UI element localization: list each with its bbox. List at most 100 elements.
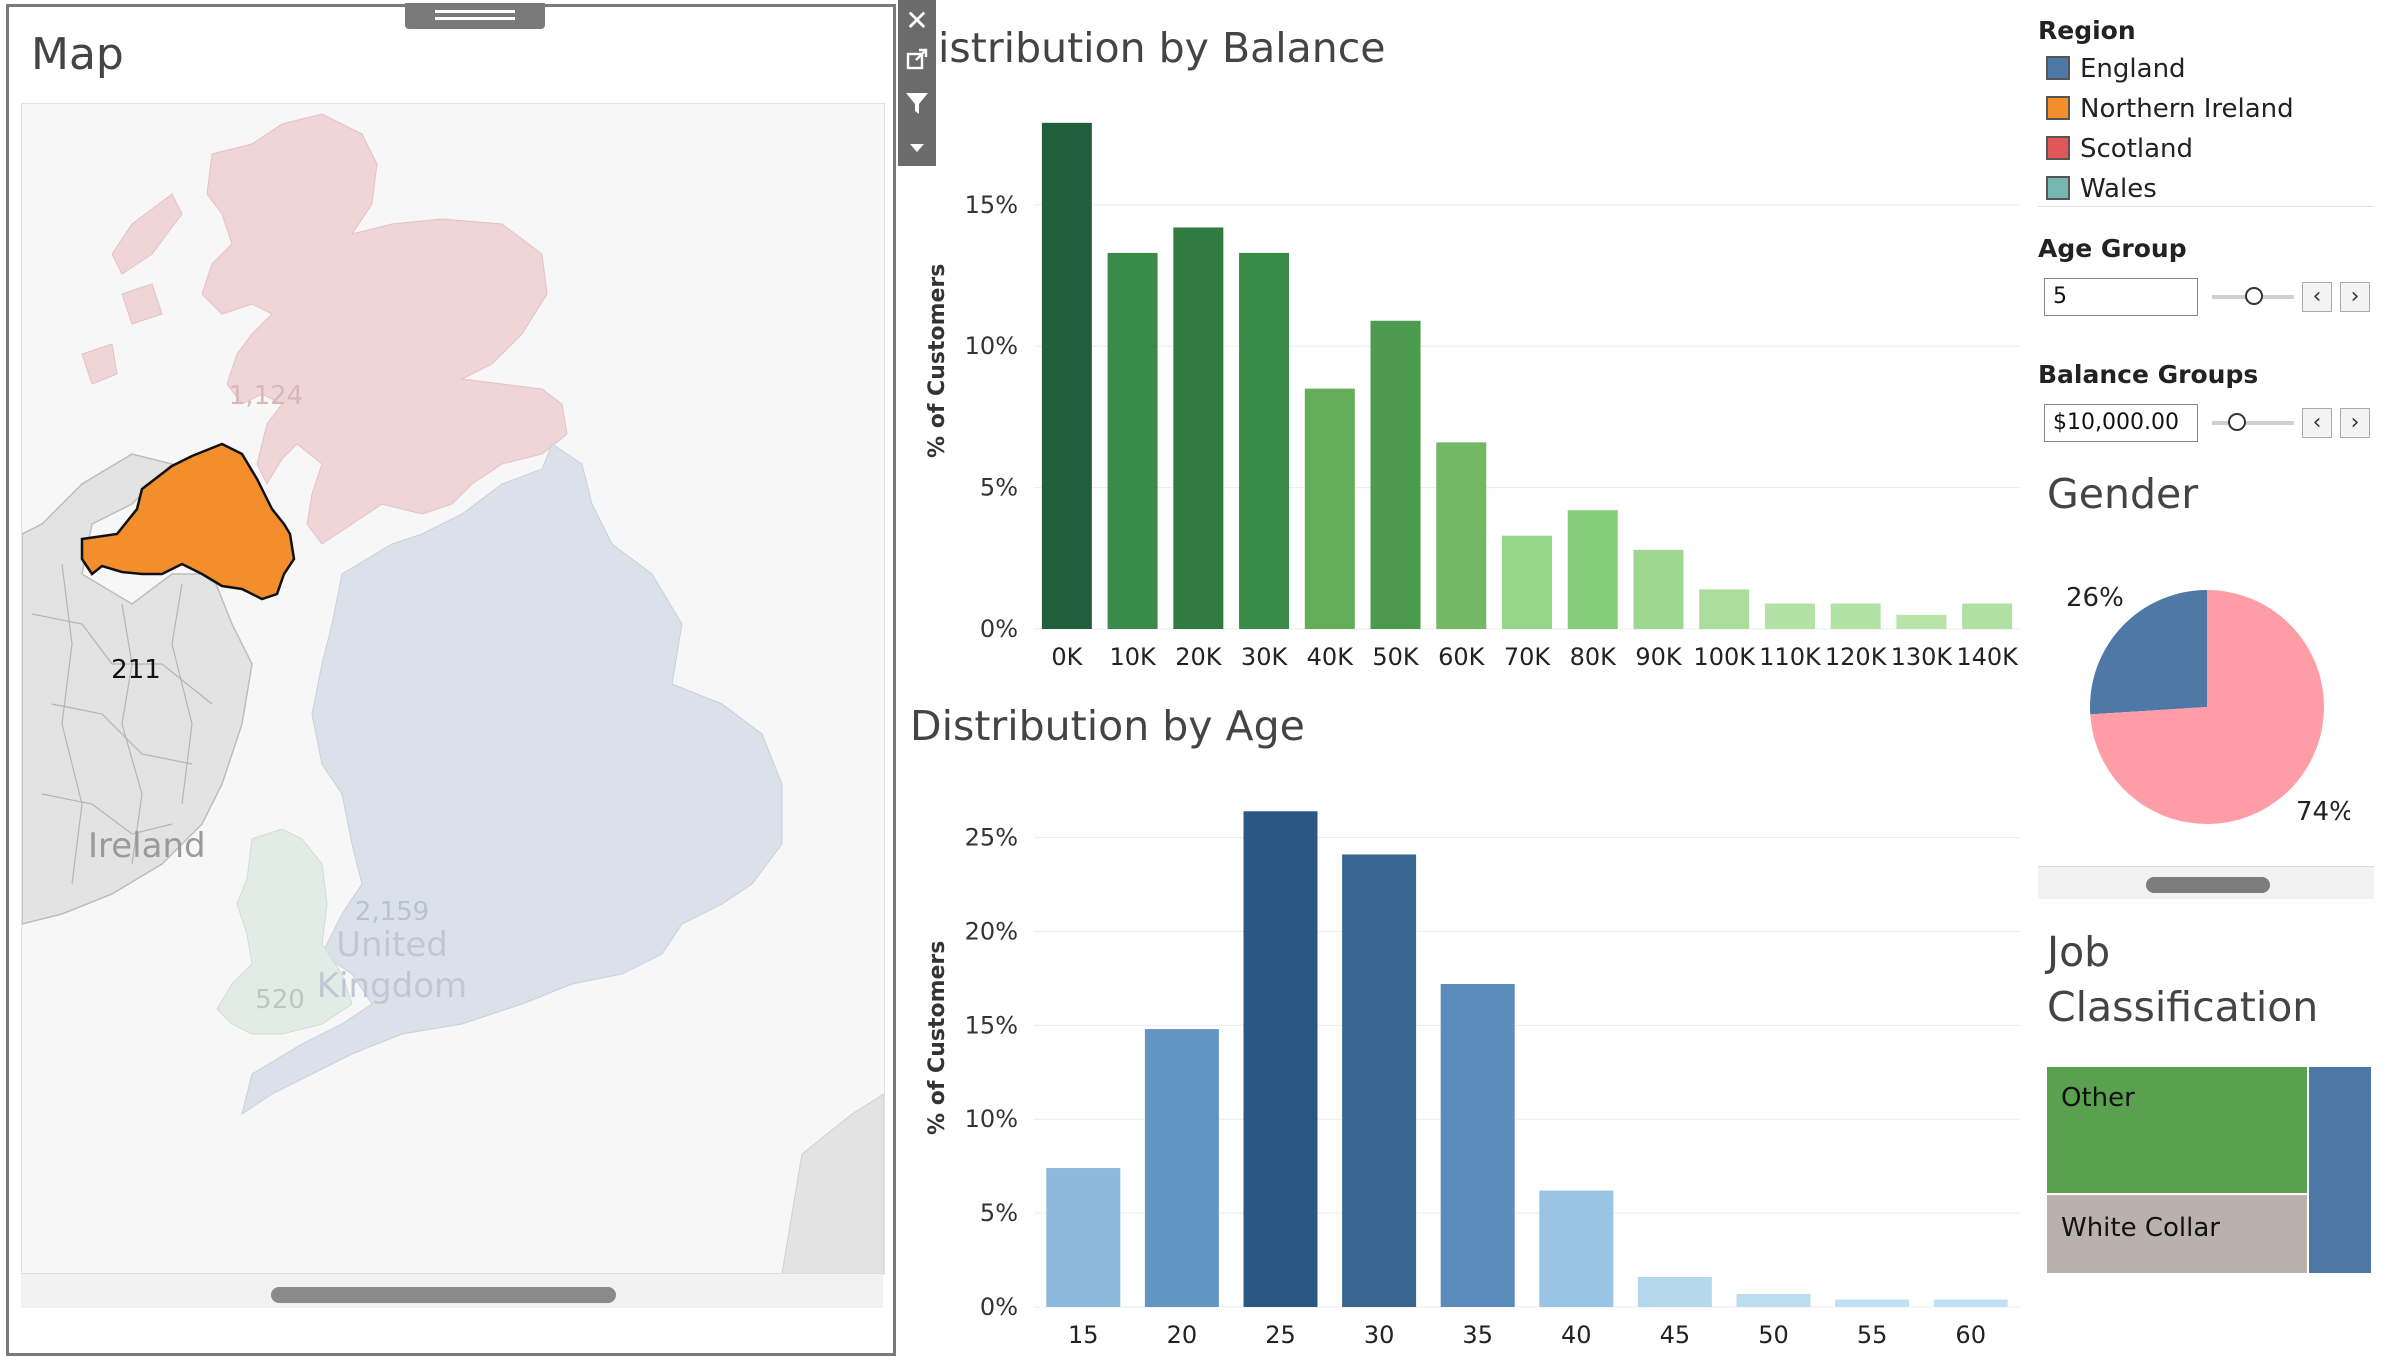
age-bar[interactable]	[1342, 854, 1417, 1307]
balance-x-tick-label: 130K	[1891, 643, 1954, 671]
balance-bar[interactable]	[1764, 603, 1815, 629]
balance-groups-filter-label: Balance Groups	[2038, 360, 2259, 389]
united-label: United	[336, 925, 448, 965]
balance-groups-next-button[interactable]: ›	[2340, 408, 2370, 438]
floating-toolbar: ✕	[898, 0, 936, 166]
age-x-tick-label: 60	[1955, 1321, 1986, 1349]
swatch-wales	[2046, 176, 2070, 200]
legend-label: Wales	[2080, 174, 2157, 204]
age-bar[interactable]	[1539, 1190, 1614, 1307]
balance-x-tick-label: 70K	[1504, 643, 1552, 671]
treemap-cell-blue[interactable]	[2309, 1067, 2371, 1273]
age-y-tick-label: 15%	[965, 1011, 1018, 1039]
age-x-tick-label: 30	[1364, 1321, 1395, 1349]
balance-groups-slider-track[interactable]	[2212, 421, 2294, 425]
balance-x-tick-label: 30K	[1241, 643, 1289, 671]
scotland-islands-shape	[81, 193, 183, 385]
swatch-england	[2046, 56, 2070, 80]
age-group-slider-knob[interactable]	[2245, 287, 2263, 305]
wales-shape[interactable]	[216, 828, 353, 1035]
balance-x-tick-label: 50K	[1372, 643, 1420, 671]
treemap-cell-white-collar[interactable]: White Collar	[2047, 1195, 2307, 1273]
england-value-label: 2,159	[355, 897, 429, 927]
balance-x-tick-label: 80K	[1570, 643, 1618, 671]
age-bar[interactable]	[1243, 811, 1318, 1307]
balance-groups-slider-knob[interactable]	[2228, 413, 2246, 431]
balance-bar[interactable]	[1699, 589, 1750, 629]
balance-chart-title: istribution by Balance	[938, 24, 1386, 72]
age-group-prev-button[interactable]: ‹	[2302, 282, 2332, 312]
scotland-shape[interactable]	[201, 113, 568, 545]
balance-bar[interactable]	[1436, 442, 1487, 629]
balance-y-tick-label: 10%	[965, 332, 1018, 360]
balance-bar[interactable]	[1962, 603, 2013, 629]
age-y-tick-label: 20%	[965, 917, 1018, 945]
age-x-tick-label: 20	[1167, 1321, 1198, 1349]
age-bar[interactable]	[1046, 1168, 1121, 1307]
age-y-tick-label: 10%	[965, 1105, 1018, 1133]
popout-icon[interactable]	[898, 40, 936, 78]
balance-bar[interactable]	[1567, 510, 1618, 629]
job-title-line1: Job	[2047, 928, 2111, 976]
age-bar[interactable]	[1637, 1276, 1712, 1307]
legend-item-wales[interactable]: Wales	[2046, 174, 2157, 204]
map-scrollbar-thumb[interactable]	[271, 1287, 616, 1303]
balance-bar[interactable]	[1239, 252, 1290, 629]
gender-pie-label: 74%	[2296, 797, 2350, 827]
treemap-label-white-collar: White Collar	[2061, 1213, 2220, 1243]
age-bar[interactable]	[1933, 1299, 2008, 1307]
balance-bar[interactable]	[1041, 122, 1092, 630]
age-group-input[interactable]: 5	[2044, 278, 2198, 316]
age-x-tick-label: 50	[1758, 1321, 1789, 1349]
gender-pie-slice[interactable]	[2090, 590, 2324, 824]
age-x-tick-label: 15	[1068, 1321, 1099, 1349]
gender-pie-slice[interactable]	[2090, 590, 2207, 715]
age-bar[interactable]	[1736, 1293, 1811, 1307]
balance-x-tick-label: 60K	[1438, 643, 1486, 671]
northern-ireland-shape[interactable]	[80, 442, 296, 601]
age-x-tick-label: 35	[1462, 1321, 1493, 1349]
legend-item-scotland[interactable]: Scotland	[2046, 134, 2193, 164]
england-shape[interactable]	[241, 443, 783, 1116]
map-panel: Map 1,124 2,	[6, 3, 896, 1356]
panel-drag-handle[interactable]	[405, 3, 545, 29]
age-bar[interactable]	[1440, 984, 1515, 1307]
close-icon[interactable]: ✕	[905, 4, 929, 37]
balance-x-tick-label: 100K	[1693, 643, 1756, 671]
continent-shape	[781, 1093, 884, 1274]
age-y-tick-label: 0%	[980, 1293, 1018, 1321]
dropdown-icon[interactable]	[898, 126, 936, 164]
balance-bar[interactable]	[1173, 227, 1224, 629]
balance-groups-prev-button[interactable]: ‹	[2302, 408, 2332, 438]
swatch-scotland	[2046, 136, 2070, 160]
balance-bar[interactable]	[1107, 252, 1158, 629]
balance-bar[interactable]	[1896, 614, 1947, 629]
age-x-tick-label: 25	[1265, 1321, 1296, 1349]
right-panel-scrollbar-thumb[interactable]	[2146, 877, 2270, 893]
balance-groups-input[interactable]: $10,000.00	[2044, 404, 2198, 442]
balance-bar[interactable]	[1502, 535, 1552, 629]
gender-title: Gender	[2047, 470, 2199, 518]
legend-label: Northern Ireland	[2080, 94, 2294, 124]
map-canvas[interactable]: 1,124 2,159 520 211 Ireland United Kingd…	[21, 103, 885, 1275]
region-legend-heading: Region	[2038, 16, 2136, 45]
age-bar[interactable]	[1835, 1299, 1910, 1307]
treemap-cell-other[interactable]: Other	[2047, 1067, 2307, 1193]
legend-label: Scotland	[2080, 134, 2194, 164]
legend-item-northern-ireland[interactable]: Northern Ireland	[2046, 94, 2294, 124]
balance-bar[interactable]	[1304, 388, 1355, 629]
age-group-next-button[interactable]: ›	[2340, 282, 2370, 312]
treemap-label-other: Other	[2061, 1083, 2135, 1113]
age-x-tick-label: 55	[1857, 1321, 1888, 1349]
balance-bar[interactable]	[1633, 549, 1684, 629]
balance-bar[interactable]	[1830, 603, 1881, 629]
divider	[2038, 206, 2374, 207]
gender-pie-chart: 26% 74%	[2066, 583, 2350, 827]
age-bar[interactable]	[1144, 1029, 1219, 1307]
ireland-label: Ireland	[88, 826, 206, 866]
balance-x-tick-label: 20K	[1175, 643, 1223, 671]
legend-item-england[interactable]: England	[2046, 54, 2186, 84]
filter-icon[interactable]	[898, 84, 936, 122]
balance-y-tick-label: 15%	[965, 191, 1018, 219]
balance-bar[interactable]	[1370, 320, 1421, 629]
